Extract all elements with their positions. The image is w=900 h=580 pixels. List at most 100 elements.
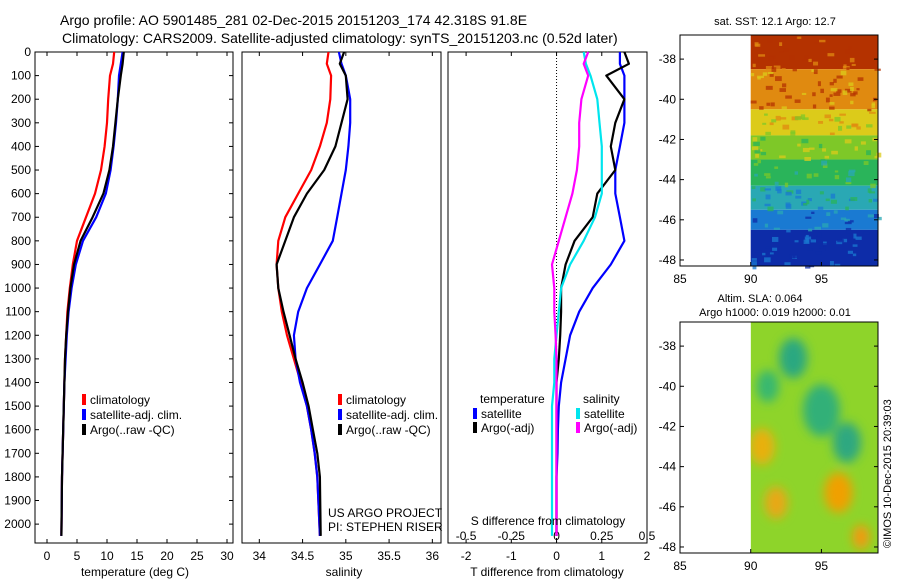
legend-title-salinity: salinity xyxy=(583,392,620,406)
sst-speckle xyxy=(874,155,878,159)
sst-speckle xyxy=(850,86,854,92)
sst-speckle xyxy=(830,193,836,199)
sla-blobs xyxy=(750,338,870,549)
sst-speckle xyxy=(807,198,812,202)
sst-speckle xyxy=(834,170,839,173)
sst-speckle xyxy=(867,188,872,193)
figure-title-line1: Argo profile: AO 5901485_281 02-Dec-2015… xyxy=(60,12,527,28)
sst-speckle xyxy=(825,97,830,103)
salinity-xlabel: salinity xyxy=(326,565,363,579)
plot-frame xyxy=(34,51,234,544)
imos-stamp: ©IMOS 10-Dec-2015 20:39:03 xyxy=(882,399,894,548)
sst-speckle xyxy=(775,76,782,82)
y-tick-label: 1900 xyxy=(4,494,31,508)
sst-speckle xyxy=(792,254,798,259)
sst-speckle xyxy=(815,251,822,255)
x-tick-label: 25 xyxy=(190,549,204,563)
sst-speckle xyxy=(845,206,849,211)
sst-speckle xyxy=(775,115,781,121)
sst-speckle xyxy=(836,75,843,79)
sst-speckle xyxy=(848,171,855,177)
sst-map: -38 -40 -42 -44 -46 -48 85 90 95 xyxy=(659,34,882,286)
x-tick-label: -2 xyxy=(461,549,472,563)
sst-speckle xyxy=(867,214,874,218)
sst-speckle xyxy=(750,73,755,77)
sst-speckle xyxy=(794,99,801,103)
y-tick-label: -46 xyxy=(659,500,677,514)
x-tick-label: 10 xyxy=(100,549,114,563)
sst-speckle xyxy=(828,118,834,122)
sst-speckle xyxy=(850,93,856,97)
salinity-plot: 34 34.5 35 35.5 36 climatologysatellite-adj. … xyxy=(241,51,442,563)
sst-speckle xyxy=(833,78,837,83)
sst-speckle xyxy=(789,55,796,61)
sst-speckle xyxy=(852,258,857,262)
sst-speckle xyxy=(766,102,771,106)
difference-xlabel: T difference from climatology xyxy=(470,565,624,579)
sst-speckle xyxy=(807,248,813,251)
sst-speckle xyxy=(856,126,861,130)
y-tick-label: -38 xyxy=(659,339,677,353)
sst-speckle xyxy=(762,72,768,76)
sst-speckle xyxy=(822,223,829,228)
sst-speckle xyxy=(817,232,822,238)
legend-swatch xyxy=(338,394,342,405)
sst-speckle xyxy=(860,141,866,145)
sla-blob xyxy=(852,524,870,549)
sst-speckle xyxy=(771,236,779,242)
sst-speckle xyxy=(790,131,796,137)
sst-speckle xyxy=(836,89,842,93)
y-tick-label: 800 xyxy=(11,234,31,248)
sla-field xyxy=(750,322,878,553)
sst-speckle xyxy=(764,257,771,263)
x-tick-label: 15 xyxy=(130,549,144,563)
sst-speckle xyxy=(853,91,858,95)
sst-speckle xyxy=(772,247,778,251)
sst-speckle xyxy=(846,230,853,234)
sst-speckle xyxy=(820,88,824,94)
sst-speckle xyxy=(863,231,870,235)
sst-speckle xyxy=(757,75,764,79)
legend-label: Argo(-adj) xyxy=(584,421,637,435)
sst-speckle xyxy=(848,82,854,86)
series-argo-raw-qc- xyxy=(275,51,349,536)
sst-speckle xyxy=(802,117,809,121)
x-tick-label: 35 xyxy=(339,549,353,563)
sst-speckle xyxy=(786,229,791,233)
sst-speckle xyxy=(764,173,771,176)
sst-speckle xyxy=(760,187,766,192)
sst-speckle xyxy=(851,63,856,66)
sst-speckle xyxy=(805,238,809,243)
sst-speckle xyxy=(844,139,852,144)
y-tick-label: -48 xyxy=(659,253,677,267)
y-tick-label: -44 xyxy=(659,173,677,187)
sst-speckle xyxy=(812,104,817,109)
sst-speckle xyxy=(842,238,848,243)
sst-speckle xyxy=(839,113,846,116)
y-tick-label: 1400 xyxy=(4,375,31,389)
project-credit: US ARGO PROJECT xyxy=(328,506,443,520)
sst-speckle xyxy=(834,116,841,122)
sst-speckle xyxy=(870,183,876,189)
sst-speckle xyxy=(769,73,774,77)
sst-speckle xyxy=(846,125,852,129)
sst-speckle xyxy=(845,182,852,185)
x-tick-label: 95 xyxy=(815,559,829,573)
sst-speckle xyxy=(818,143,823,149)
sst-speckle xyxy=(804,156,811,161)
legend-swatch xyxy=(338,424,342,435)
sst-speckle xyxy=(839,121,844,124)
sst-speckle xyxy=(833,92,841,96)
x-tick-label: 90 xyxy=(744,559,758,573)
sst-speckle xyxy=(755,43,761,47)
sla-blob xyxy=(779,338,808,379)
sst-speckle xyxy=(813,41,820,44)
s-tick-label: 0 xyxy=(553,529,560,543)
legend-label: satellite xyxy=(481,407,522,421)
sst-speckle xyxy=(868,199,873,203)
map-frame xyxy=(679,34,879,267)
y-tick-label: -42 xyxy=(659,132,677,146)
sst-speckle xyxy=(769,122,774,126)
sst-speckle xyxy=(825,198,830,202)
x-tick-label: 35.5 xyxy=(377,549,401,563)
